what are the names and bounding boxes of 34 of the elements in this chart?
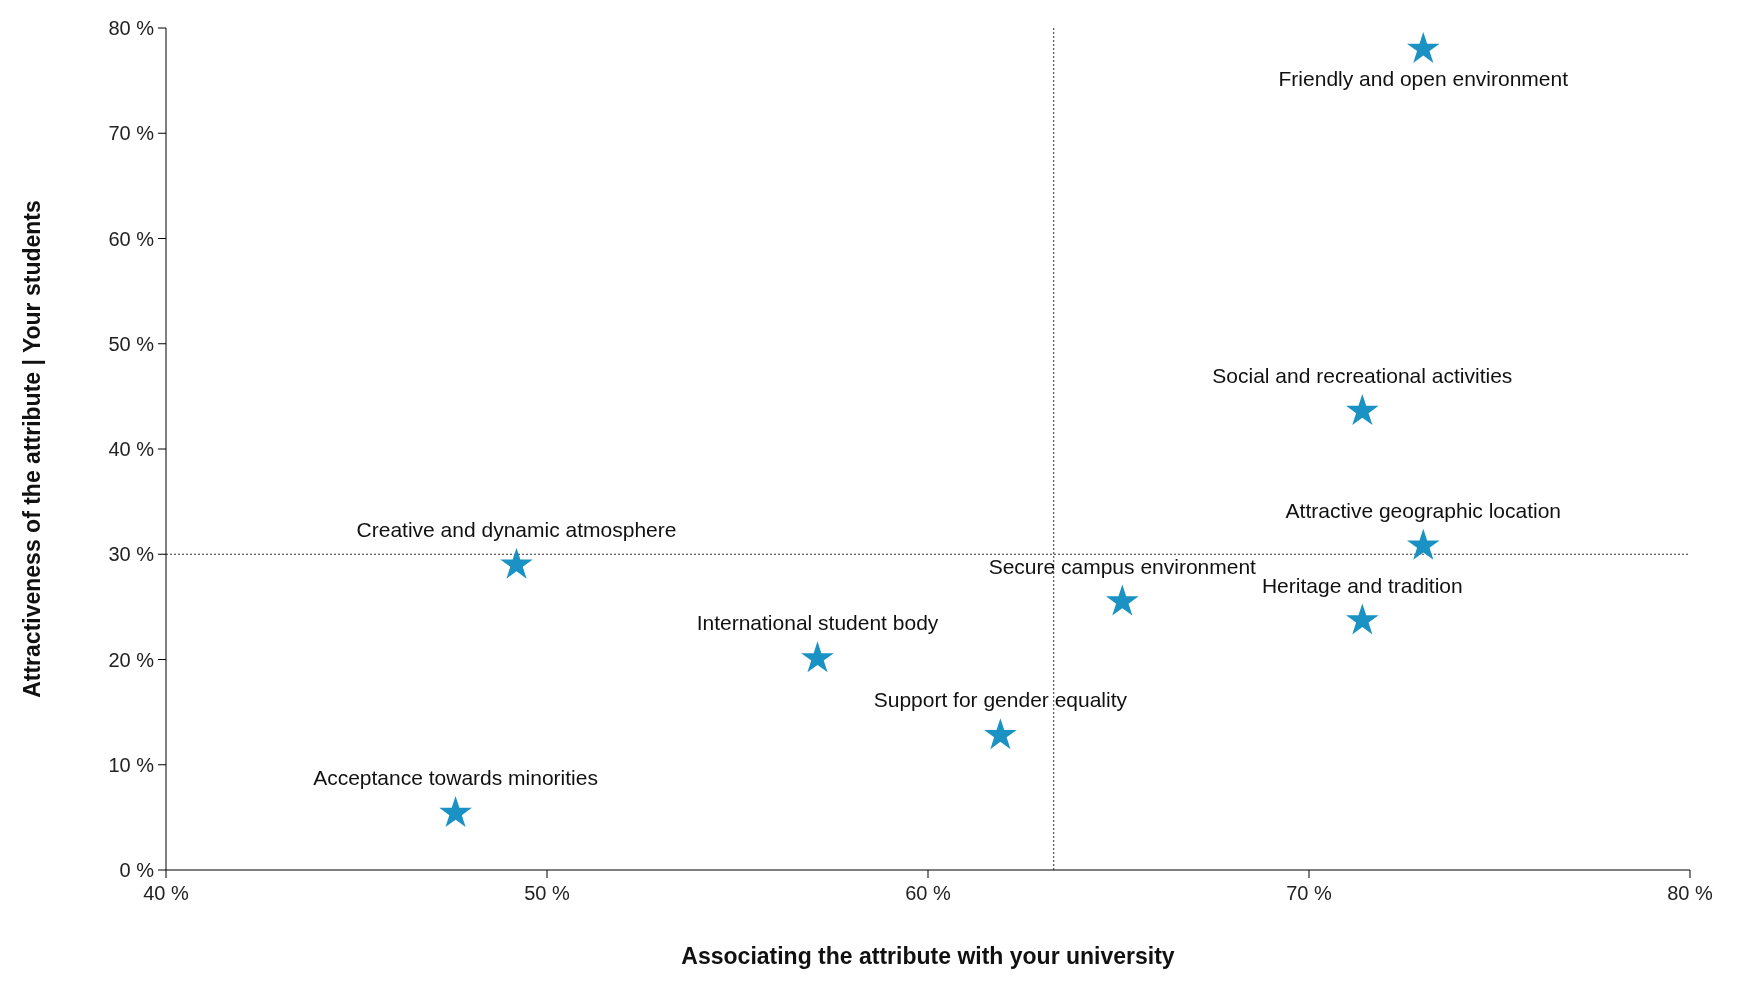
- x-tick-label: 70 %: [1286, 882, 1333, 904]
- y-tick-label: 80 %: [108, 17, 155, 39]
- annotation: Support for gender equality: [873, 688, 1128, 712]
- annotation: Friendly and open environment: [1278, 67, 1569, 91]
- y-tick-label: 0 %: [119, 859, 155, 881]
- x-tick-label: 50 %: [524, 882, 571, 904]
- x-tick-label: 60 %: [905, 882, 952, 904]
- annotation: Secure campus environment: [988, 554, 1257, 578]
- y-tick-label: 70 %: [108, 122, 155, 145]
- point: [500, 547, 533, 579]
- y-tick-label: 10 %: [108, 753, 155, 776]
- annotation: International student body: [696, 611, 939, 635]
- y-tick-label: 30 %: [108, 543, 155, 566]
- x-tick-label: 80 %: [1667, 882, 1714, 904]
- y-tick-label: 50 %: [108, 332, 155, 355]
- point: [801, 641, 834, 673]
- y-tick-label: 60 %: [108, 227, 155, 250]
- annotation: Social and recreational activities: [1212, 364, 1513, 388]
- point: [1406, 528, 1440, 560]
- point: [1406, 31, 1440, 63]
- annotation: Creative and dynamic atmosphere: [356, 517, 677, 541]
- y-tick-label: 20 %: [108, 648, 155, 671]
- point: [439, 796, 472, 828]
- point: [1106, 584, 1139, 616]
- annotation: Acceptance towards minorities: [313, 766, 598, 790]
- point: [1346, 393, 1379, 425]
- annotation: Attractive geographic location: [1285, 498, 1562, 522]
- y-axis-title: Attractiveness of the attribute | Your students: [19, 200, 45, 698]
- point: [1346, 603, 1379, 635]
- y-tick-label: 40 %: [108, 438, 155, 460]
- point: [984, 718, 1017, 750]
- annotation: Heritage and tradition: [1261, 573, 1463, 597]
- x-axis-title: Associating the attribute with your university: [681, 943, 1175, 969]
- x-tick-label: 40 %: [143, 882, 190, 904]
